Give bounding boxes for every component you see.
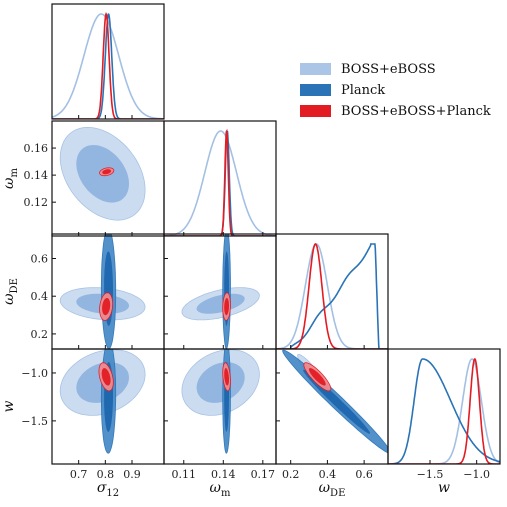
- panel-frame: [163, 120, 277, 237]
- x-tick-label: −1.0: [463, 468, 490, 481]
- legend-entry: Planck: [300, 80, 491, 100]
- marginal-curve-planck: [388, 358, 500, 464]
- contour-68-boss-eboss-planck: [224, 368, 229, 386]
- x-tick-label: 0.4: [319, 468, 337, 481]
- x-tick-label: 0.8: [97, 468, 115, 481]
- legend-label: BOSS+eBOSS+Planck: [341, 103, 491, 119]
- x-tick-label: −1.5: [417, 468, 444, 481]
- contour-68-boss-eboss-planck: [101, 368, 111, 386]
- contour-68-boss-eboss: [196, 293, 245, 314]
- panel-frame: [275, 233, 389, 350]
- legend-label: BOSS+eBOSS: [341, 61, 436, 77]
- y-tick-label: 0.6: [31, 253, 49, 266]
- y-tick-label: 0.16: [24, 142, 49, 155]
- marginal-curve-boss-eboss-planck: [52, 12, 164, 119]
- marginal-curve-boss-eboss-planck: [164, 128, 276, 236]
- marginal-curve-planck: [276, 243, 388, 349]
- x-axis-label: ωDE: [319, 480, 346, 499]
- y-axis-label-sub: DE: [9, 278, 20, 293]
- x-tick-label: 0.9: [123, 468, 141, 481]
- y-tick-label: 0.2: [31, 328, 49, 341]
- x-tick-label: 0.2: [282, 468, 300, 481]
- legend-entry: BOSS+eBOSS+Planck: [300, 101, 491, 121]
- marginal-curve-planck: [164, 129, 276, 236]
- x-tick-label: 0.7: [70, 468, 88, 481]
- marginal-curve-boss-eboss: [164, 130, 276, 236]
- x-axis-label: σ12: [97, 480, 119, 499]
- marginal-curve-boss-eboss-planck: [388, 358, 500, 464]
- x-axis-label-sub: DE: [330, 488, 345, 499]
- y-tick-label: 0.14: [24, 169, 49, 182]
- x-axis-label-sub: m: [221, 488, 231, 499]
- marginal-curve-boss-eboss: [276, 243, 388, 349]
- x-tick-label: 0.6: [355, 468, 373, 481]
- contour-68-boss-eboss-planck: [102, 169, 112, 175]
- marginal-curve-boss-eboss: [388, 358, 500, 464]
- x-tick-label: 0.11: [172, 468, 197, 481]
- y-tick-label: 0.4: [31, 290, 49, 303]
- y-axis-label-sub: m: [9, 168, 20, 178]
- y-axis-label: w: [1, 400, 17, 412]
- x-tick-label: 0.17: [251, 468, 276, 481]
- contour-68-boss-eboss-planck: [308, 368, 326, 386]
- legend-swatch: [300, 63, 331, 75]
- legend-swatch: [300, 84, 331, 96]
- marginal-curve-planck: [52, 13, 164, 119]
- legend-label: Planck: [341, 82, 386, 98]
- x-axis-label: w: [438, 480, 450, 496]
- x-axis-label: ωm: [210, 480, 231, 499]
- panel-frame: [51, 3, 165, 120]
- legend: BOSS+eBOSS Planck BOSS+eBOSS+Planck: [300, 59, 491, 122]
- contour-68-boss-eboss-planck: [102, 298, 111, 316]
- y-tick-label: −1.0: [21, 367, 48, 380]
- legend-entry: BOSS+eBOSS: [300, 59, 491, 79]
- contour-68-boss-eboss-planck: [224, 298, 229, 316]
- marginal-curve-boss-eboss-planck: [276, 243, 388, 349]
- x-axis-label-sub: 12: [106, 488, 119, 499]
- x-tick-label: 0.14: [211, 468, 236, 481]
- y-tick-label: 0.12: [24, 196, 49, 209]
- contour-68-boss-eboss: [196, 362, 245, 403]
- legend-swatch: [300, 105, 331, 117]
- y-axis-label: ωm: [1, 168, 20, 189]
- y-tick-label: −1.5: [21, 415, 48, 428]
- y-axis-label: ωDE: [1, 278, 20, 305]
- panel-frame: [387, 348, 501, 465]
